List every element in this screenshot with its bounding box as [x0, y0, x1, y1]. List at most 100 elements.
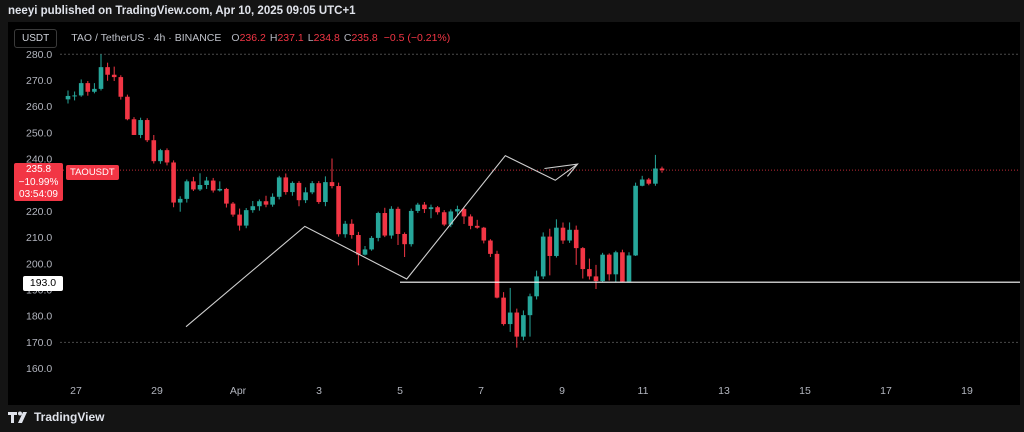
candle-body	[593, 276, 599, 282]
support-level-tag: 193.0	[23, 276, 63, 291]
price-change-percent: −10.99%	[18, 176, 59, 188]
candle-body	[653, 168, 658, 184]
x-tick-label: 7	[478, 385, 484, 397]
candle-body	[534, 276, 539, 297]
close-value: 235.8	[351, 32, 378, 44]
x-tick-label: 19	[961, 385, 973, 397]
candle-body	[131, 119, 137, 135]
x-tick-label: 27	[70, 385, 82, 397]
candle-body	[197, 184, 203, 190]
low-value: 234.8	[313, 32, 340, 44]
candle-body	[560, 227, 566, 241]
open-label: O	[231, 32, 240, 44]
x-tick-label: 5	[397, 385, 403, 397]
candle-body	[481, 227, 487, 241]
candle-body	[362, 249, 368, 255]
candle-body	[521, 315, 526, 337]
candle-body	[230, 203, 236, 215]
footer-brand-text: TradingView	[34, 410, 105, 424]
candle-body	[501, 297, 506, 325]
candle-body	[540, 236, 546, 277]
candle-body	[468, 216, 473, 226]
x-tick-label: 15	[799, 385, 811, 397]
candle-body	[323, 182, 328, 203]
x-tick-label: 29	[151, 385, 163, 397]
footer-brand[interactable]: TradingView	[8, 410, 104, 424]
y-tick-label: 280.0	[26, 49, 52, 61]
candle-body	[620, 252, 625, 282]
candle-body	[105, 67, 110, 75]
candle-body	[659, 168, 665, 171]
candle-body	[554, 227, 559, 256]
projection-path	[185, 154, 578, 328]
candle-body	[309, 183, 315, 193]
candle-body	[138, 120, 143, 135]
chart-panel[interactable]	[8, 22, 1020, 405]
candle-body	[316, 183, 322, 203]
x-tick-label: 13	[718, 385, 730, 397]
candle-body	[144, 120, 150, 141]
candle-body	[448, 211, 454, 225]
candle-body	[507, 312, 513, 325]
candle-body	[72, 95, 77, 97]
candle-body	[567, 229, 572, 241]
publisher-line: neeyi published on TradingView.com, Apr …	[0, 0, 1024, 22]
candle-body	[441, 212, 447, 225]
y-tick-label: 260.0	[26, 101, 52, 113]
currency-button[interactable]: USDT	[14, 28, 58, 48]
y-tick-label: 240.0	[26, 154, 52, 166]
tradingview-logo-icon	[8, 411, 27, 423]
y-tick-label: 200.0	[26, 258, 52, 270]
candle-body	[217, 188, 223, 191]
candle-body	[488, 240, 493, 254]
candle-body	[606, 254, 612, 275]
candle-body	[164, 150, 170, 163]
candle-body	[243, 210, 249, 226]
candle-body	[369, 237, 374, 250]
candle-body	[85, 83, 91, 92]
candle-body	[118, 77, 124, 97]
candle-body	[92, 88, 97, 92]
x-tick-label: 9	[559, 385, 565, 397]
high-value: 237.1	[277, 32, 304, 44]
candle-body	[98, 67, 104, 89]
candle-body	[237, 214, 242, 226]
candle-body	[290, 182, 295, 193]
candle-body	[78, 83, 84, 96]
symbol-price-tag: TAOUSDT	[66, 165, 119, 180]
candle-body	[633, 185, 638, 256]
candle-body	[336, 186, 341, 235]
y-tick-label: 170.0	[26, 337, 52, 349]
x-tick-label: 11	[638, 385, 649, 397]
low-label: L	[307, 32, 314, 44]
y-tick-label: 210.0	[26, 232, 52, 244]
candle-body	[342, 223, 348, 235]
candle-body	[573, 229, 579, 249]
y-tick-label: 220.0	[26, 206, 52, 218]
current-price-tag: 235.8 −10.99% 03:54:09	[14, 163, 63, 201]
bar-countdown: 03:54:09	[19, 189, 58, 200]
candle-body	[382, 213, 388, 236]
symbol-title[interactable]: TAO / TetherUS · 4h · BINANCE	[71, 32, 222, 44]
candle-body	[389, 208, 394, 236]
candle-body	[435, 207, 440, 213]
candle-body	[224, 188, 229, 204]
open-value: 236.2	[239, 32, 266, 44]
candle-body	[250, 206, 256, 211]
candle-body	[283, 177, 289, 193]
x-tick-label: 3	[316, 385, 322, 397]
y-tick-label: 270.0	[26, 75, 52, 87]
candle-body	[349, 223, 355, 236]
candle-body	[395, 208, 401, 234]
candle-body	[422, 204, 427, 210]
candle-body	[461, 209, 467, 217]
candle-body	[646, 179, 652, 184]
candle-body	[415, 204, 421, 211]
candle-body	[65, 95, 71, 100]
candle-body	[210, 180, 216, 191]
y-tick-label: 160.0	[26, 363, 52, 375]
candle-body	[270, 196, 275, 205]
x-tick-label: Apr	[230, 385, 247, 397]
x-axis: 27 29 Apr 3 5 7 9 11 13 15 17 19	[70, 385, 973, 397]
